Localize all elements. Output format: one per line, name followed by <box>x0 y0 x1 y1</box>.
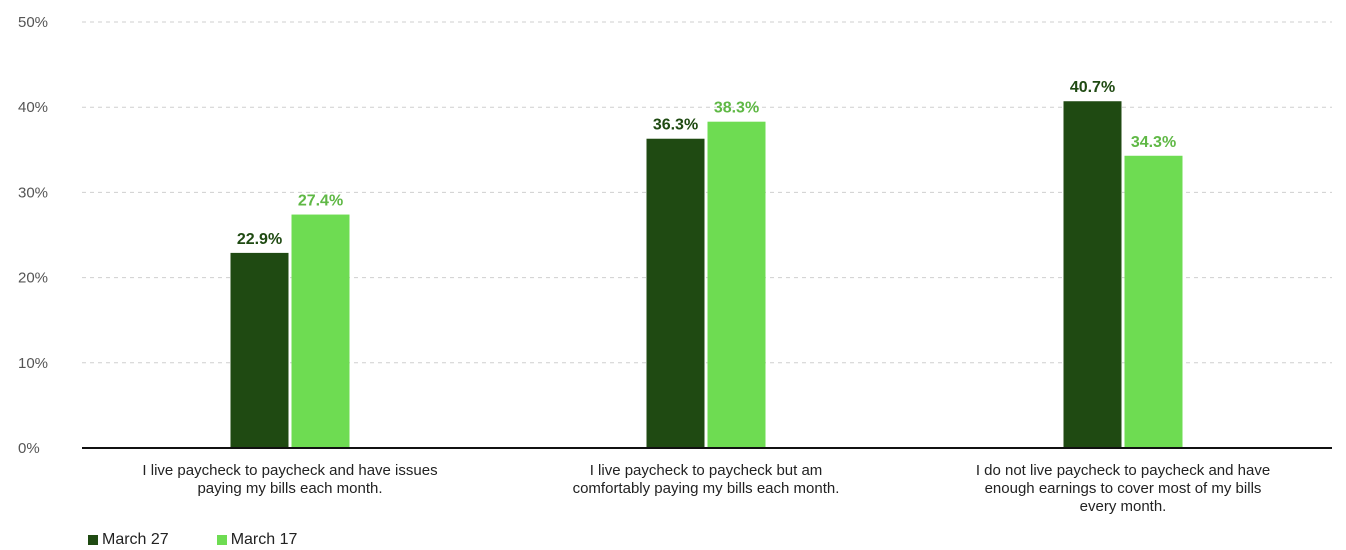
category-label-3-line-2: enough earnings to cover most of my bill… <box>985 480 1262 497</box>
bars <box>230 101 1183 449</box>
y-tick-label: 50% <box>18 14 48 31</box>
legend: March 27 March 17 <box>88 530 297 550</box>
data-label-series-1-category-2: 36.3% <box>653 117 698 134</box>
data-label-series-1-category-1: 22.9% <box>237 231 282 248</box>
legend-item-series-1: March 27 <box>88 531 169 549</box>
bar-series-1-category-3 <box>1063 101 1122 449</box>
data-label-series-2-category-2: 38.3% <box>714 100 759 117</box>
category-label-3-line-1: I do not live paycheck to paycheck and h… <box>976 462 1270 479</box>
data-label-series-2-category-3: 34.3% <box>1131 134 1176 151</box>
y-tick-label: 10% <box>18 355 48 372</box>
legend-label-series-2: March 17 <box>230 531 298 548</box>
bar-series-2-category-1 <box>291 214 350 448</box>
y-tick-label: 40% <box>18 99 48 116</box>
legend-swatch-series-2 <box>216 535 227 545</box>
category-label-2-line-2: comfortably paying my bills each month. <box>573 480 840 497</box>
gridlines <box>82 21 1332 364</box>
bar-series-2-category-2 <box>707 121 766 449</box>
category-label-2-line-1: I live paycheck to paycheck but am <box>590 462 823 479</box>
y-tick-label: 30% <box>18 184 48 201</box>
y-axis-ticks: 0% 10% 20% 30% 40% 50% <box>18 14 48 457</box>
category-label-3-line-3: every month. <box>1080 498 1167 515</box>
data-labels: 22.9% 36.3% 40.7% 27.4% 38.3% 34.3% <box>237 79 1176 248</box>
y-tick-label: 20% <box>18 270 48 287</box>
legend-label-series-1: March 27 <box>102 531 169 548</box>
legend-item-series-2: March 17 <box>216 531 298 549</box>
legend-swatch-series-1 <box>88 535 98 545</box>
y-tick-label: 0% <box>18 440 40 457</box>
category-label-1-line-1: I live paycheck to paycheck and have iss… <box>142 462 437 479</box>
category-labels: I live paycheck to paycheck and have iss… <box>142 462 1270 515</box>
bar-series-1-category-2 <box>646 138 705 448</box>
category-label-1-line-2: paying my bills each month. <box>197 480 382 497</box>
bar-series-1-category-1 <box>230 252 289 448</box>
data-label-series-1-category-3: 40.7% <box>1070 79 1115 96</box>
data-label-series-2-category-1: 27.4% <box>298 193 343 210</box>
bar-series-2-category-3 <box>1124 155 1183 448</box>
